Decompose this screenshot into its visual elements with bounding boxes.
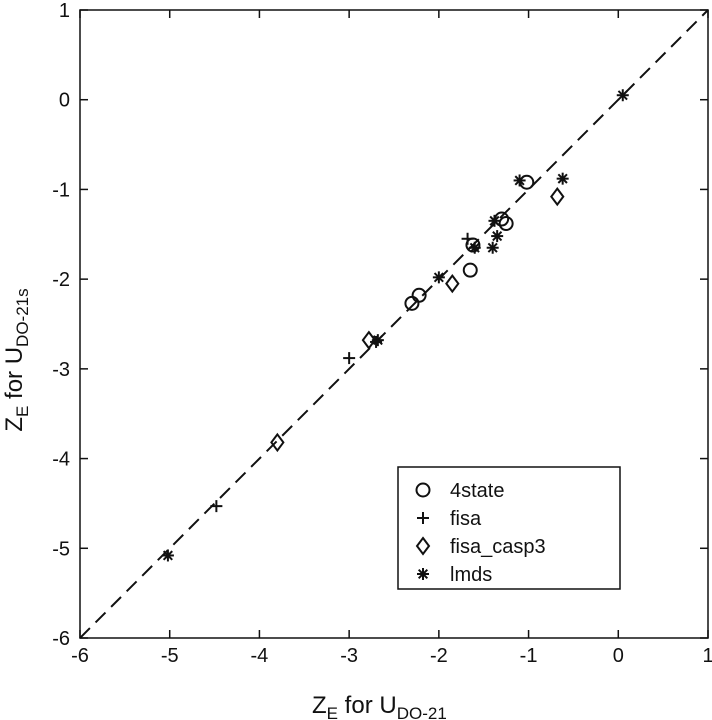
x-tick-label: -6 bbox=[71, 645, 89, 667]
data-point-fisa-casp3 bbox=[361, 330, 377, 350]
x-axis-label: ZE for UDO-21 bbox=[312, 692, 447, 720]
data-point-lmds bbox=[491, 230, 504, 243]
data-point-fisa-casp3 bbox=[270, 432, 285, 453]
legend-marker-fisa-casp3 bbox=[415, 536, 431, 556]
x-tick-label: 0 bbox=[613, 645, 624, 667]
data-point-fisa bbox=[343, 352, 356, 365]
data-point-lmds bbox=[432, 271, 445, 284]
data-point-fisa-casp3 bbox=[550, 186, 565, 207]
x-tick-label: 1 bbox=[702, 645, 712, 667]
data-markers bbox=[161, 89, 629, 562]
y-axis-label: ZE for UDO-21s bbox=[1, 288, 32, 431]
data-point-lmds bbox=[616, 89, 629, 102]
x-tick-label: -3 bbox=[340, 645, 358, 667]
data-point-lmds bbox=[468, 241, 481, 254]
legend: 4state fisa fisa_casp3 lmds bbox=[397, 466, 621, 590]
x-axis-ticks: -6 -5 -4 -3 -2 -1 0 1 bbox=[71, 10, 712, 667]
data-point-lmds bbox=[161, 549, 174, 562]
reference-diagonal-line bbox=[79, 9, 709, 639]
x-tick-label: -4 bbox=[251, 645, 269, 667]
y-tick-label: -6 bbox=[52, 628, 70, 650]
data-point-4state bbox=[404, 295, 420, 311]
data-point-lmds bbox=[556, 172, 569, 185]
legend-label-4state: 4state bbox=[450, 480, 504, 502]
x-tick-label: -1 bbox=[520, 645, 538, 667]
legend-marker-4state bbox=[415, 482, 431, 498]
data-point-fisa bbox=[461, 232, 474, 245]
legend-label-fisa-casp3: fisa_casp3 bbox=[450, 536, 546, 558]
y-tick-label: -1 bbox=[52, 179, 70, 201]
y-axis-ticks: 1 0 -1 -2 -3 -4 -5 -6 bbox=[52, 0, 708, 650]
x-tick-label: -2 bbox=[430, 645, 448, 667]
legend-marker-fisa bbox=[417, 512, 429, 524]
data-point-lmds bbox=[371, 334, 384, 347]
y-tick-label: -3 bbox=[52, 359, 70, 381]
data-point-lmds bbox=[486, 241, 499, 254]
legend-label-lmds: lmds bbox=[450, 564, 492, 586]
data-point-fisa bbox=[210, 500, 223, 513]
legend-box bbox=[397, 466, 621, 590]
data-point-fisa-casp3 bbox=[445, 273, 460, 294]
legend-label-fisa: fisa bbox=[450, 508, 482, 530]
y-tick-label: -5 bbox=[52, 538, 70, 560]
y-tick-label: 0 bbox=[59, 90, 70, 112]
y-tick-label: -4 bbox=[52, 449, 70, 471]
y-tick-label: 1 bbox=[59, 0, 70, 22]
data-point-4state bbox=[462, 262, 478, 278]
y-tick-label: -2 bbox=[52, 269, 70, 291]
x-tick-label: -5 bbox=[161, 645, 179, 667]
data-point-4state bbox=[498, 216, 514, 232]
legend-marker-lmds bbox=[417, 568, 429, 580]
data-point-lmds bbox=[513, 174, 526, 187]
legend-markers bbox=[415, 482, 431, 580]
data-point-lmds bbox=[488, 214, 501, 227]
